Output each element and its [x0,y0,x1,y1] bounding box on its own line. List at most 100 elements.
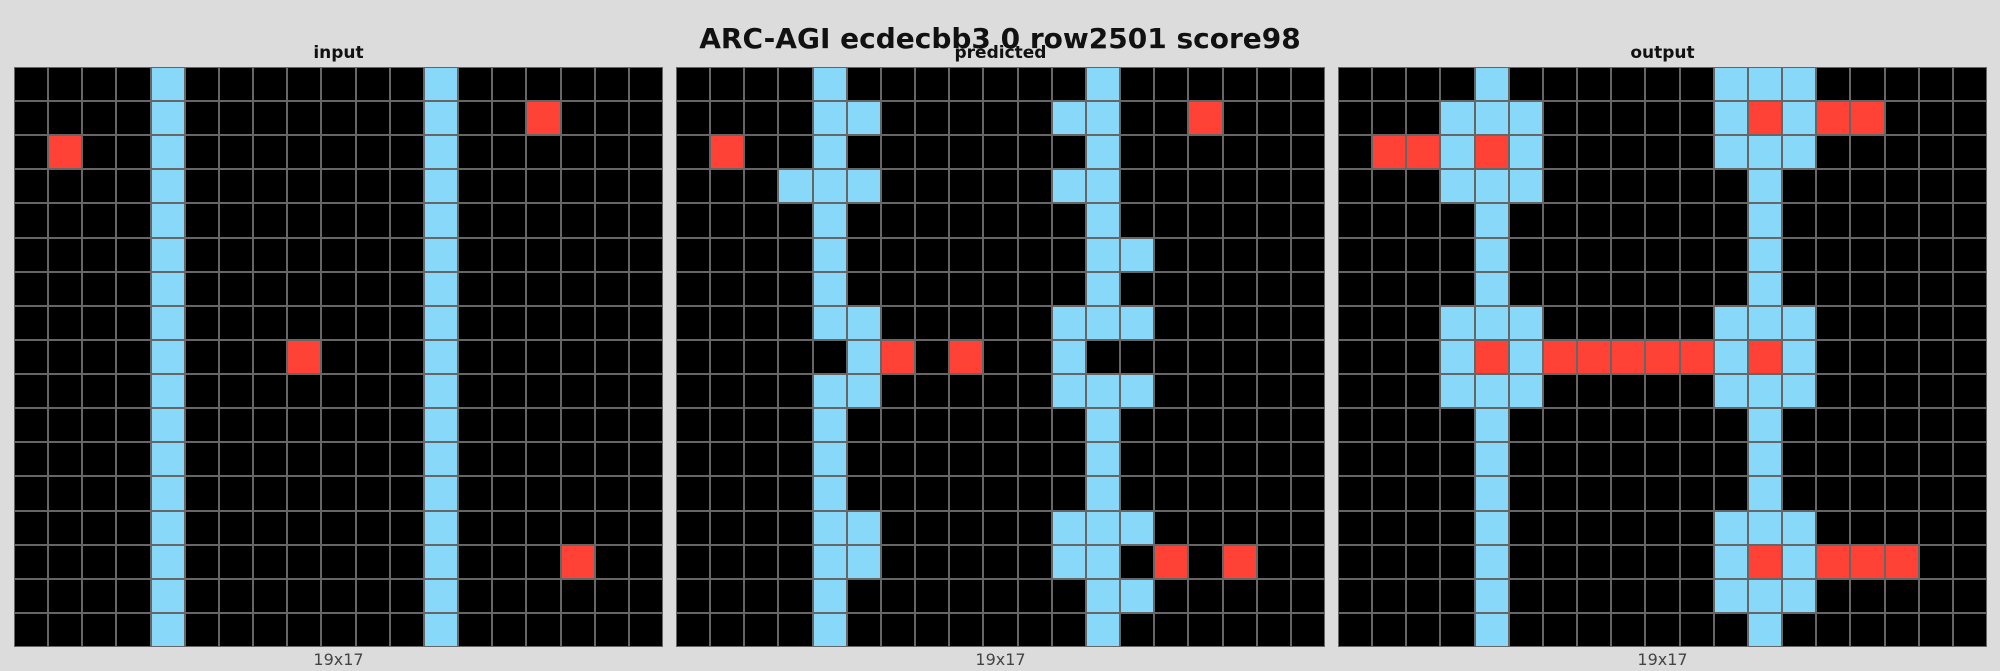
grid-cell [846,203,881,238]
grid-cell [1508,101,1543,136]
grid-cell [1017,408,1052,443]
grid-cell [253,305,288,340]
grid-cell [14,135,49,170]
grid-cell [676,305,711,340]
grid-cell [1747,408,1783,443]
grid-cell [321,67,356,102]
grid-cell [628,203,663,238]
grid-cell [287,237,322,272]
grid-cell [218,237,254,272]
grid-cell [355,305,390,340]
grid-cell [526,271,561,306]
grid-cell [1256,374,1291,409]
grid-cell [594,476,629,511]
grid-cell [1017,544,1052,579]
grid-cell [1017,510,1052,545]
grid-cell [560,305,595,340]
grid-cell [526,510,561,545]
grid-cell [1406,510,1441,545]
grid-cell [710,203,745,238]
grid-cell [82,101,117,136]
grid-cell [846,612,881,647]
grid-cell [355,169,390,204]
grid-cell [1290,510,1325,545]
grid-cell [1120,408,1155,443]
grid-cell [1440,305,1475,340]
grid-cell [1577,305,1612,340]
grid-cell [389,544,424,579]
grid-cell [1372,578,1407,613]
grid-cell [1884,476,1919,511]
grid-cell [184,442,219,477]
grid-cell [1188,135,1223,170]
grid-cell [676,135,711,170]
grid-cell [560,578,595,613]
grid-cell [218,544,254,579]
grid-cell [560,237,595,272]
grid-cell [1188,544,1223,579]
grid-cell [150,203,185,238]
grid-cell [1918,305,1953,340]
grid-cell [1338,408,1373,443]
grid-cell [1850,305,1885,340]
grid-cell [423,408,459,443]
grid-dims-predicted: 19x17 [975,650,1026,669]
grid-cell [915,101,950,136]
grid-cell [812,339,847,375]
grid-cell [1120,374,1155,409]
grid-cell [1816,408,1851,443]
grid-cell [48,442,83,477]
grid-input [14,67,663,647]
grid-cell [744,339,779,375]
grid-cell [594,135,629,170]
grid-cell [1747,237,1783,272]
grid-cell [1952,305,1987,340]
grid-cell [389,578,424,613]
grid-cell [1406,408,1441,443]
grid-cell [1884,578,1919,613]
grid-cell [458,169,493,204]
grid-cell [1154,237,1189,272]
grid-cell [389,510,424,545]
grid-cell [1884,374,1919,409]
grid-cell [423,578,459,613]
grid-cell [1406,442,1441,477]
grid-cell [1645,339,1680,375]
grid-cell [1474,169,1509,204]
grid-cell [594,612,629,647]
grid-cell [1508,578,1543,613]
grid-cell [82,135,117,170]
grid-cell [983,67,1018,102]
grid-cell [1542,374,1578,409]
grid-cell [14,578,49,613]
grid-cell [1372,510,1407,545]
grid-dims-output: 19x17 [1637,650,1688,669]
grid-cell [1406,203,1441,238]
grid-cell [1017,305,1052,340]
grid-cell [1679,169,1714,204]
grid-cell [1542,67,1578,102]
grid-cell [1256,476,1291,511]
grid-cell [949,135,984,170]
grid-cell [949,305,984,340]
grid-cell [744,305,779,340]
grid-cell [594,169,629,204]
grid-cell [458,442,493,477]
grid-cell [915,135,950,170]
grid-cell [1222,510,1257,545]
grid-cell [1816,374,1851,409]
grid-cell [492,510,527,545]
grid-cell [14,442,49,477]
grid-cell [1474,101,1509,136]
grid-cell [389,408,424,443]
grid-cell [1154,578,1189,613]
grid-cell [983,101,1018,136]
grid-cell [1085,510,1121,545]
grid-cell [1154,510,1189,545]
grid-cell [1256,408,1291,443]
grid-cell [1918,101,1953,136]
grid-cell [560,374,595,409]
grid-cell [116,612,151,647]
panel-output: output 19x17 [1338,42,1987,671]
grid-cell [949,578,984,613]
